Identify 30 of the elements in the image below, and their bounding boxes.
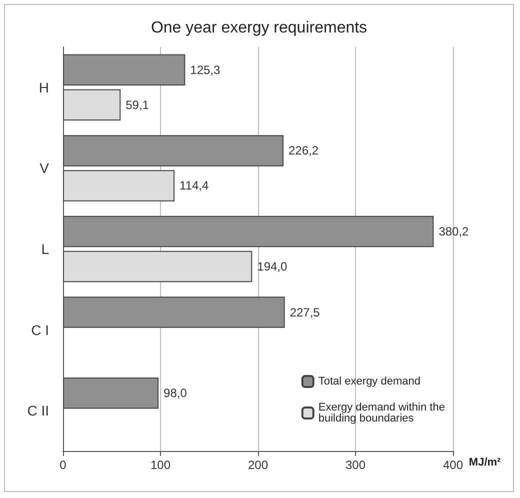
legend-label: Exergy demand within the building boundaries	[318, 402, 448, 424]
data-label: 227,5	[290, 305, 320, 320]
x-tick-label: 0	[60, 458, 67, 472]
y-tick-label: C II	[27, 402, 49, 419]
x-tick-label: 300	[345, 458, 366, 472]
bar	[63, 216, 434, 248]
bar	[63, 89, 121, 121]
y-tick-label: H	[38, 79, 49, 96]
data-label: 59,1	[126, 98, 150, 112]
y-tick-label: V	[40, 160, 50, 176]
x-axis-title: MJ/m²	[468, 456, 502, 468]
bar	[63, 170, 175, 202]
data-label: 194,0	[257, 260, 288, 274]
x-tick-label: 400	[442, 458, 464, 472]
data-label: 226,2	[288, 144, 319, 158]
data-label: 114,4	[180, 178, 210, 193]
data-label: 380,2	[438, 224, 470, 238]
y-tick-label: C I	[31, 322, 49, 338]
bar	[63, 54, 186, 86]
y-tick-label: L	[41, 241, 50, 257]
legend-label: Total exergy demand	[318, 376, 420, 388]
x-tick-label: 200	[248, 458, 268, 472]
bar	[63, 250, 252, 282]
bar	[63, 135, 284, 166]
bar	[63, 377, 159, 409]
data-label: 125,3	[190, 62, 221, 77]
x-tick-label: 100	[150, 458, 171, 472]
chart-title: One year exergy requirements	[150, 20, 368, 36]
bar	[63, 296, 285, 328]
data-label: 98,0	[164, 386, 188, 400]
